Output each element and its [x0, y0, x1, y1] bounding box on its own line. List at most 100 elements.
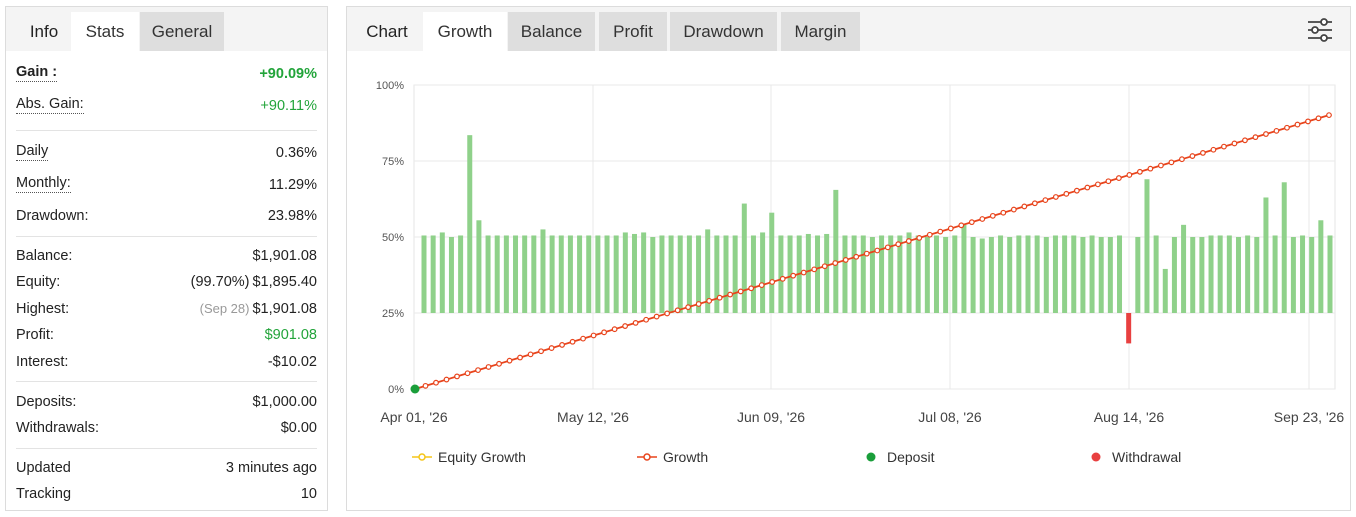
growth-line	[414, 114, 1330, 390]
daily-bar	[860, 235, 866, 313]
daily-bar	[1217, 235, 1223, 313]
stat-interest-value: -$10.02	[267, 354, 317, 370]
growth-point	[1147, 165, 1154, 172]
daily-bar	[952, 235, 958, 313]
growth-point	[863, 250, 870, 257]
legend-deposit[interactable]: Deposit	[861, 447, 961, 467]
daily-bar	[1089, 235, 1095, 313]
stat-balance-value: $1,901.08	[252, 248, 317, 264]
stat-abs-gain-label[interactable]: Abs. Gain:	[16, 96, 84, 114]
stat-highest: Highest: (Sep 28) $1,901.08	[16, 299, 317, 319]
growth-point	[842, 257, 849, 263]
growth-point	[769, 279, 776, 285]
daily-bar	[1263, 197, 1269, 313]
growth-point	[727, 291, 734, 298]
sliders-icon[interactable]	[1306, 16, 1334, 44]
growth-point	[538, 348, 544, 355]
growth-point	[916, 234, 923, 241]
growth-point	[1231, 140, 1238, 147]
tab-balance[interactable]: Balance	[508, 12, 595, 51]
daily-bar	[1309, 237, 1315, 313]
x-tick-label: Apr 01, '26	[380, 409, 447, 425]
stat-profit-value: $901.08	[264, 327, 317, 343]
tab-stats[interactable]: Stats	[71, 12, 139, 51]
tab-chart[interactable]: Chart	[366, 22, 408, 41]
tab-margin[interactable]: Margin	[781, 12, 860, 51]
growth-point	[895, 241, 902, 248]
growth-point	[706, 297, 713, 304]
daily-bar	[1254, 237, 1260, 313]
growth-point	[926, 231, 933, 238]
daily-bar	[595, 235, 601, 313]
withdrawal-bar	[1126, 313, 1132, 344]
daily-bar	[924, 237, 930, 313]
stat-daily-label[interactable]: Daily	[16, 143, 49, 161]
daily-bar	[485, 235, 491, 313]
growth-point	[601, 329, 608, 336]
daily-bar	[897, 235, 903, 313]
divider	[16, 381, 317, 382]
daily-bar	[1052, 235, 1058, 313]
daily-bar	[1144, 179, 1150, 313]
growth-point	[590, 332, 597, 339]
daily-bar	[458, 235, 464, 313]
growth-point	[1021, 203, 1028, 210]
growth-point	[748, 285, 755, 292]
daily-bar	[1080, 237, 1086, 313]
tab-growth[interactable]: Growth	[423, 12, 507, 51]
stat-gain: Gain : +90.09%	[16, 64, 317, 84]
growth-point	[1242, 137, 1248, 144]
legend-growth[interactable]: Growth	[637, 447, 737, 467]
stat-deposits: Deposits: $1,000.00	[16, 392, 317, 412]
growth-point	[1136, 168, 1143, 175]
divider	[16, 448, 317, 449]
stats-panel: Info Stats General Gain : +90.09% Abs. G…	[5, 6, 328, 511]
growth-point	[643, 316, 650, 323]
stat-equity-value: $1,895.40	[252, 274, 317, 290]
daily-bar	[631, 233, 637, 313]
legend-withdrawal[interactable]: Withdrawal	[1086, 447, 1206, 467]
growth-point	[485, 364, 492, 370]
growth-point	[1084, 184, 1091, 191]
daily-bar	[1153, 235, 1159, 313]
tab-info[interactable]: Info	[29, 22, 59, 41]
daily-bar	[448, 237, 454, 313]
stat-interest-label: Interest:	[16, 354, 69, 370]
daily-bar	[1281, 182, 1287, 313]
stat-updated-label: Updated	[16, 460, 71, 476]
daily-bar	[1034, 235, 1040, 313]
growth-point	[1115, 175, 1122, 181]
growth-point	[1168, 159, 1175, 166]
daily-bar	[503, 235, 509, 313]
growth-point	[611, 326, 618, 333]
stat-gain-label[interactable]: Gain :	[16, 64, 58, 82]
growth-point	[632, 319, 639, 326]
daily-bar	[1135, 237, 1141, 313]
daily-bar	[906, 232, 912, 313]
growth-point	[1094, 181, 1101, 188]
tab-drawdown[interactable]: Drawdown	[670, 12, 777, 51]
daily-bar	[998, 235, 1004, 313]
growth-point	[1126, 172, 1133, 178]
growth-point	[811, 266, 818, 273]
growth-point	[1273, 127, 1280, 134]
chart-tabbar: Chart Growth Balance Profit Drawdown Mar…	[347, 7, 1350, 51]
legend-growth-label: Growth	[663, 449, 709, 465]
y-tick-label: 100%	[376, 80, 404, 92]
daily-bar	[988, 237, 994, 313]
daily-bar	[430, 235, 436, 313]
daily-bar	[540, 229, 546, 313]
stat-deposits-label: Deposits:	[16, 394, 77, 410]
legend-equity-growth-label: Equity Growth	[438, 449, 526, 465]
daily-bar	[494, 235, 500, 313]
growth-point	[1042, 197, 1049, 204]
growth-point	[685, 304, 692, 311]
divider	[16, 236, 317, 237]
stat-drawdown: Drawdown: 23.98%	[16, 206, 317, 226]
tab-profit[interactable]: Profit	[599, 12, 667, 51]
legend-equity-growth[interactable]: Equity Growth	[412, 447, 552, 467]
stat-monthly-label[interactable]: Monthly:	[16, 175, 71, 193]
y-tick-label: 0%	[388, 384, 404, 396]
tab-general[interactable]: General	[140, 12, 224, 51]
daily-bar	[1235, 237, 1241, 313]
